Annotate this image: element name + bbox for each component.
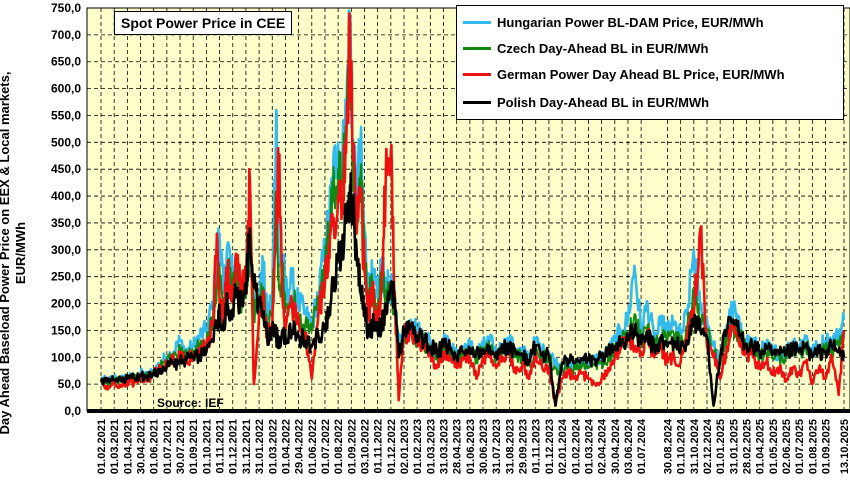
y-tick-label: 400,0	[51, 189, 81, 203]
x-tick-label: 28.02.2025	[742, 419, 754, 474]
y-tick-label: 500,0	[51, 135, 81, 149]
series-line-3	[99, 172, 846, 407]
x-tick-label: 31.12.2021	[241, 419, 253, 474]
y-tick-label: 650,0	[51, 55, 81, 69]
y-tick-label: 250,0	[51, 270, 81, 284]
y-tick-label: 700,0	[51, 28, 81, 42]
y-tick-label: 300,0	[51, 243, 81, 257]
y-axis-title-line-2: EUR/MWh	[13, 221, 28, 285]
legend-item-polish: Polish Day-Ahead BL in EUR/MWh	[463, 92, 709, 112]
x-tick-label: 01.06.2022	[307, 419, 319, 474]
x-tick-label: 01.11.2023	[531, 419, 543, 473]
x-tick-label: 30.04.2021	[136, 419, 148, 474]
legend-swatch-czech	[463, 46, 491, 50]
x-tick-label: 30.07.2021	[175, 419, 187, 474]
x-tick-label: 30.08.2024	[662, 418, 674, 474]
x-tick-label: 01.07.2024	[636, 418, 648, 474]
y-tick-label: 0,0	[64, 404, 81, 418]
x-tick-label: 29.09.2023	[518, 419, 530, 474]
legend-label-hungarian: Hungarian Power BL-DAM Price, EUR/MWh	[497, 14, 764, 30]
x-tick-label: 01.02.2024	[570, 418, 582, 474]
x-tick-label: 03.10.2022	[359, 419, 371, 474]
x-tick-label: 03.06.2024	[623, 418, 635, 474]
x-tick-label: 01.04.2022	[280, 419, 292, 474]
x-tick-label: 01.11.2022	[373, 419, 385, 473]
y-tick-label: 450,0	[51, 162, 81, 176]
y-tick-label: 350,0	[51, 216, 81, 230]
x-tick-label: 31.10.2024	[689, 418, 701, 474]
legend-swatch-german	[463, 72, 491, 76]
x-tick-label: 02.01.2024	[557, 418, 569, 474]
legend-label-polish: Polish Day-Ahead BL in EUR/MWh	[497, 94, 710, 110]
x-tick-label: 01.06.2021	[149, 419, 161, 474]
y-axis-title-line-1: Day Ahead Baseload Power Price on EEX & …	[0, 71, 12, 435]
x-tick-label: 01.02.2021	[96, 419, 108, 474]
x-tick-label: 01.02.2023	[412, 419, 424, 474]
x-tick-label: 01.03.2021	[109, 419, 121, 474]
legend-item-czech: Czech Day-Ahead BL in EUR/MWh	[463, 38, 708, 58]
y-axis-title: Day Ahead Baseload Power Price on EEX & …	[0, 23, 37, 483]
x-tick-label: 01.10.2024	[676, 418, 688, 474]
legend-swatch-polish	[463, 100, 491, 104]
x-tick-label: 01.12.2022	[386, 419, 398, 474]
x-tick-label: 01.08.2022	[333, 419, 345, 474]
x-tick-label: 01.09.2021	[188, 419, 200, 474]
x-tick-label: 01.09.2025	[821, 419, 833, 474]
x-tick-label: 31.08.2023	[504, 419, 516, 474]
y-tick-label: 150,0	[51, 323, 81, 337]
x-tick-label: 01.09.2022	[346, 419, 358, 474]
x-tick-label: 01.10.2021	[201, 419, 213, 474]
x-tick-label: 01.03.2023	[425, 419, 437, 474]
y-tick-label: 600,0	[51, 82, 81, 96]
x-tick-label: 31.07.2023	[491, 419, 503, 474]
y-tick-label: 550,0	[51, 108, 81, 122]
x-tick-label: 02.12.2024	[702, 418, 714, 474]
legend: Hungarian Power BL-DAM Price, EUR/MWh Cz…	[456, 5, 844, 120]
x-tick-label: 01.12.2021	[228, 419, 240, 474]
x-tick-label: 02.06.2025	[781, 419, 793, 474]
x-tick-label: 01.11.2021	[215, 419, 227, 473]
legend-label-german: German Power Day Ahead BL Price, EUR/MWh	[497, 66, 785, 82]
legend-label-czech: Czech Day-Ahead BL in EUR/MWh	[497, 40, 709, 56]
x-tick-label: 01.07.2022	[320, 419, 332, 474]
y-tick-label: 200,0	[51, 297, 81, 311]
x-tick-label: 01.08.2025	[807, 419, 819, 474]
x-tick-label: 01.03.2022	[267, 419, 279, 474]
x-tick-label: 01.07.2025	[794, 419, 806, 474]
x-tick-label: 01.05.2025	[768, 419, 780, 474]
x-tick-label: 01.03.2024	[583, 418, 595, 474]
x-tick-label: 13.10.2025	[839, 419, 850, 474]
x-tick-label: 02.04.2024	[597, 418, 609, 474]
x-tick-label: 30.06.2023	[478, 419, 490, 474]
y-tick-label: 100,0	[51, 350, 81, 364]
source-note: Source: IEF	[157, 396, 224, 410]
x-tick-label: 31.03.2023	[439, 419, 451, 474]
chart-title: Spot Power Price in CEE	[114, 11, 293, 35]
x-tick-label: 28.04.2023	[452, 419, 464, 474]
x-tick-label: 30.04.2024	[610, 418, 622, 474]
x-tick-labels: 01.02.2021 01.03.2021 01.04.2021 30.04.2021…	[96, 418, 850, 474]
legend-item-german: German Power Day Ahead BL Price, EUR/MWh	[463, 64, 785, 84]
x-tick-label: 01.04.2025	[755, 419, 767, 474]
y-tick-label: 750,0	[51, 1, 81, 15]
x-tick-label: 01.07.2021	[162, 419, 174, 474]
x-tick-label: 01.01.2025	[715, 419, 727, 474]
x-tick-label: 31.01.2022	[254, 419, 266, 474]
x-tick-label: 29.04.2022	[294, 419, 306, 474]
x-tick-label: 01.04.2021	[122, 419, 134, 474]
legend-swatch-hungarian	[463, 20, 491, 24]
x-tick-label: 02.01.2023	[399, 419, 411, 474]
x-tick-label: 01.12.2023	[544, 419, 556, 474]
y-tick-labels: 0,0 50,0 100,0 150,0 200,0 250,0 300,0 350,0 400…	[51, 1, 81, 418]
y-tick-label: 50,0	[58, 377, 82, 391]
x-tick-label: 31.01.2025	[728, 419, 740, 474]
x-tick-label: 01.06.2023	[465, 419, 477, 474]
series-group	[99, 9, 846, 407]
legend-item-hungarian: Hungarian Power BL-DAM Price, EUR/MWh	[463, 12, 764, 32]
